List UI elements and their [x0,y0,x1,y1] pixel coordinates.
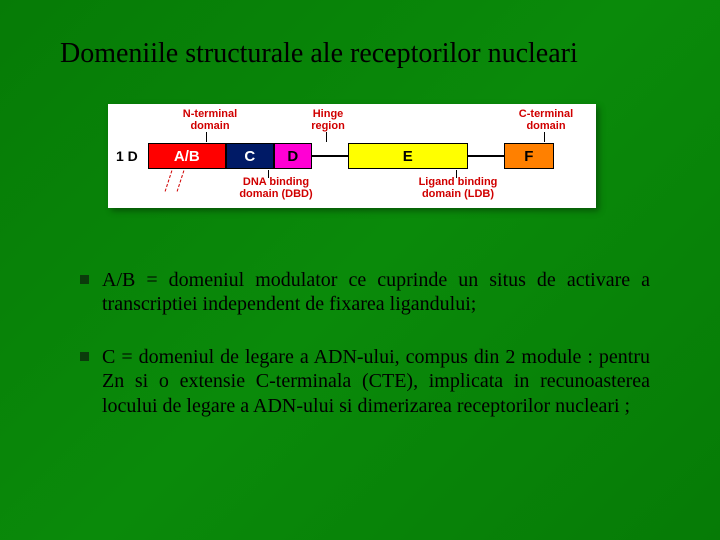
bullet-item: A/B = domeniul modulator ce cuprinde un … [80,268,650,317]
tick [326,132,327,142]
domain-segment: F [504,143,554,169]
tick [544,132,545,142]
top-label: Hingeregion [298,108,358,132]
domain-diagram: N-terminaldomain Hingeregion C-terminaldom… [108,104,596,208]
dashed-line [165,170,173,191]
top-label: C-terminaldomain [506,108,586,132]
domain-bar: 1 D A/BCD E F [116,142,554,170]
row-label: 1 D [116,148,138,164]
domain-segment: A/B [148,143,226,169]
domain-segment: D [274,143,312,169]
tick [206,132,207,142]
domain-segment: E [348,143,468,169]
dashed-line [177,170,185,191]
top-label: N-terminaldomain [170,108,250,132]
bottom-label: Ligand bindingdomain (LDB) [388,176,528,200]
slide-title: Domeniile structurale ale receptorilor n… [60,38,578,70]
connector [468,155,504,157]
bullet-list: A/B = domeniul modulator ce cuprinde un … [80,268,650,446]
connector [312,155,348,157]
bullet-item: C = domeniul de legare a ADN-ului, compu… [80,345,650,418]
bottom-label: DNA bindingdomain (DBD) [216,176,336,200]
domain-segment: C [226,143,274,169]
